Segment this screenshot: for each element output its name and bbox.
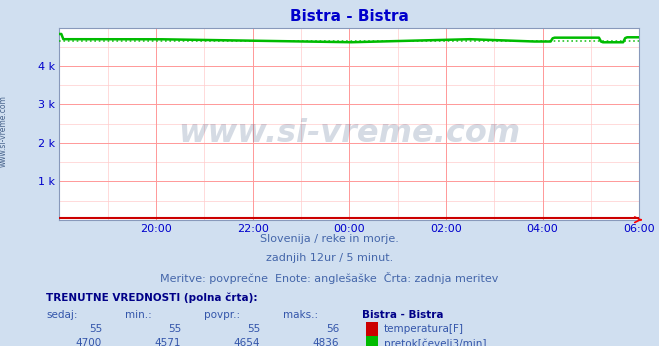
Text: maks.:: maks.:	[283, 310, 318, 320]
Text: Slovenija / reke in morje.: Slovenija / reke in morje.	[260, 234, 399, 244]
Text: 55: 55	[89, 324, 102, 334]
Text: 4700: 4700	[76, 338, 102, 346]
Text: Bistra - Bistra: Bistra - Bistra	[362, 310, 444, 320]
Text: temperatura[F]: temperatura[F]	[384, 324, 463, 334]
Text: 4654: 4654	[234, 338, 260, 346]
Text: min.:: min.:	[125, 310, 152, 320]
Text: 4571: 4571	[155, 338, 181, 346]
Text: sedaj:: sedaj:	[46, 310, 78, 320]
Title: Bistra - Bistra: Bistra - Bistra	[290, 9, 409, 24]
Text: 4836: 4836	[313, 338, 339, 346]
Text: 56: 56	[326, 324, 339, 334]
Text: TRENUTNE VREDNOSTI (polna črta):: TRENUTNE VREDNOSTI (polna črta):	[46, 292, 258, 303]
Text: Meritve: povprečne  Enote: anglešaške  Črta: zadnja meritev: Meritve: povprečne Enote: anglešaške Črt…	[160, 272, 499, 284]
Text: 55: 55	[168, 324, 181, 334]
Text: pretok[čevelj3/min]: pretok[čevelj3/min]	[384, 338, 486, 346]
Text: www.si-vreme.com: www.si-vreme.com	[178, 118, 521, 149]
Text: 55: 55	[247, 324, 260, 334]
Text: povpr.:: povpr.:	[204, 310, 241, 320]
Text: www.si-vreme.com: www.si-vreme.com	[0, 95, 8, 167]
Text: zadnjih 12ur / 5 minut.: zadnjih 12ur / 5 minut.	[266, 253, 393, 263]
